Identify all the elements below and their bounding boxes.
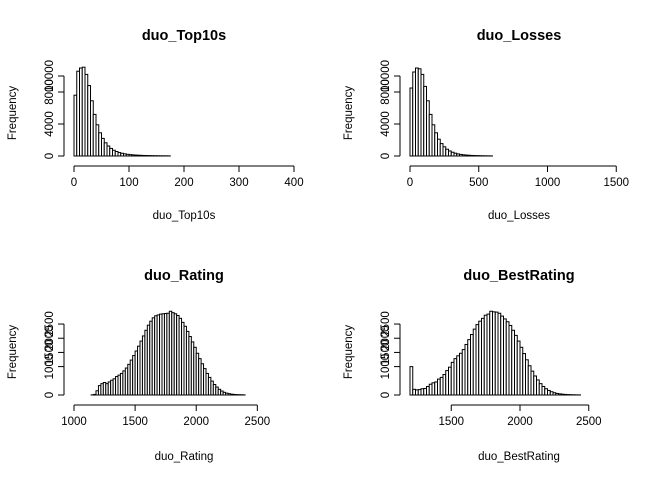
x-tick-label: 500: [469, 177, 488, 189]
chart-title: duo_Rating: [144, 268, 224, 284]
x-axis: 0 100 200 300 400: [71, 165, 304, 189]
bars: [73, 66, 171, 157]
y-tick-label: 10000: [380, 60, 392, 92]
y-tick-label: 0: [380, 392, 392, 398]
x-axis: 1500 2000 2500: [438, 404, 602, 428]
y-tick-label: 4000: [44, 111, 56, 137]
x-tick-label: 0: [407, 177, 413, 189]
x-tick-label: 1500: [603, 177, 629, 189]
x-axis-label: duo_Rating: [155, 451, 214, 463]
chart-title: duo_Losses: [477, 28, 562, 44]
x-axis: 0 500 1000 1500: [407, 165, 629, 189]
x-tick-label: 200: [174, 177, 193, 189]
x-axis: 1000 1500 2000 2500: [61, 404, 271, 428]
y-tick-label: 8000: [380, 79, 392, 105]
x-axis-label: duo_Losses: [488, 210, 550, 222]
y-tick-label: 0: [380, 153, 392, 159]
panel-duo-rating: duo_Rating duo_Rating Frequency 1000 1500…: [7, 268, 270, 463]
x-tick-label: 2500: [245, 416, 271, 428]
y-tick-label: 0: [44, 392, 56, 398]
chart-title: duo_Top10s: [142, 28, 226, 44]
histogram-bar: [409, 366, 414, 396]
y-axis-label: Frequency: [343, 325, 355, 380]
panel-duo-top10s: duo_Top10s duo_Top10s Frequency 0 100 200 3…: [7, 28, 304, 222]
y-tick-label: 2500: [380, 311, 392, 337]
y-tick-label: 0: [44, 153, 56, 159]
y-tick-label: 1500: [380, 340, 392, 366]
x-tick-label: 400: [284, 177, 303, 189]
y-tick-label: 2000: [380, 325, 392, 351]
x-tick-label: 100: [119, 177, 138, 189]
x-tick-label: 300: [229, 177, 248, 189]
x-tick-label: 2500: [576, 416, 602, 428]
y-axis-label: Frequency: [7, 86, 19, 141]
y-tick-label: 2500: [44, 311, 56, 337]
y-axis-label: Frequency: [7, 325, 19, 380]
y-tick-label: 1500: [44, 340, 56, 366]
bars: [409, 310, 581, 396]
panel-duo-losses: duo_Losses duo_Losses Frequency 0 500 1000…: [343, 28, 629, 222]
x-axis-label: duo_Top10s: [153, 210, 216, 222]
x-tick-label: 1500: [438, 416, 464, 428]
y-tick-label: 2000: [44, 325, 56, 351]
x-tick-label: 1000: [61, 416, 87, 428]
y-tick-label: 1000: [380, 354, 392, 380]
x-tick-label: 0: [71, 177, 77, 189]
x-tick-label: 2000: [507, 416, 533, 428]
bars: [90, 310, 246, 396]
y-axis-label: Frequency: [343, 86, 355, 141]
y-tick-label: 8000: [44, 79, 56, 105]
chart-title: duo_BestRating: [463, 268, 574, 284]
x-tick-label: 1500: [122, 416, 148, 428]
y-tick-label: 1000: [44, 354, 56, 380]
y-tick-label: 10000: [44, 60, 56, 92]
x-tick-label: 1000: [535, 177, 561, 189]
x-tick-label: 2000: [183, 416, 209, 428]
bars: [409, 67, 493, 157]
x-axis-label: duo_BestRating: [478, 451, 560, 463]
panel-duo-bestrating: duo_BestRating duo_BestRating Frequency …: [343, 268, 602, 463]
y-tick-label: 4000: [380, 111, 392, 137]
